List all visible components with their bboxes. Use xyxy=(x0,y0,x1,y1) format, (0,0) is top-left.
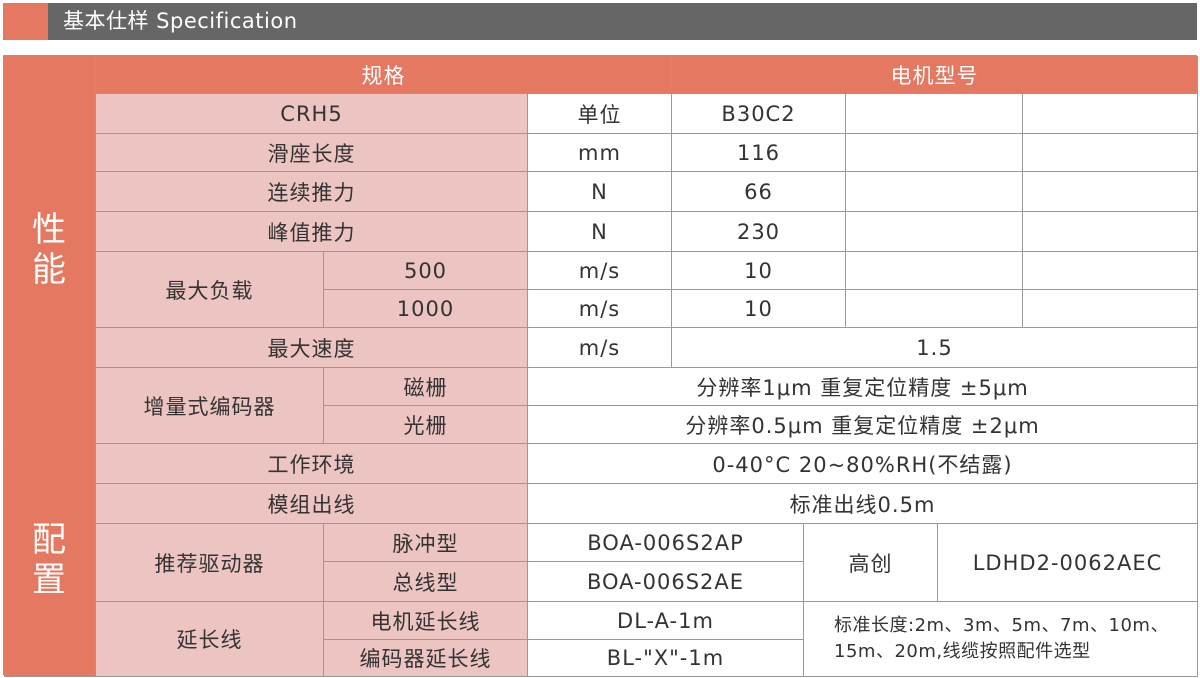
value-cell: DL-A-1m xyxy=(528,602,804,640)
value-cell: BOA-006S2AE xyxy=(528,562,804,602)
row-label: 增量式编码器 xyxy=(96,368,324,444)
unit-cell: m/s xyxy=(528,252,672,290)
header-accent xyxy=(3,3,48,40)
empty-cell xyxy=(846,212,1023,252)
value-cell: 分辨率0.5μm 重复定位精度 ±2μm xyxy=(528,406,1198,444)
sub-label: 电机延长线 xyxy=(324,602,528,640)
unit-cell: mm xyxy=(528,134,672,172)
section-title: 基本仕样 Specification xyxy=(63,9,298,33)
unit-cell: m/s xyxy=(528,328,672,368)
sub-label: 脉冲型 xyxy=(324,524,528,562)
value-cell: 1.5 xyxy=(672,328,1198,368)
sub-label: 总线型 xyxy=(324,562,528,602)
row-label: 滑座长度 xyxy=(96,134,528,172)
sub-label: 1000 xyxy=(324,290,528,328)
value-cell: BOA-006S2AP xyxy=(528,524,804,562)
unit-header: 单位 xyxy=(528,94,672,134)
row-label: 推荐驱动器 xyxy=(96,524,324,602)
value-cell: 10 xyxy=(672,252,846,290)
side-char: 性 xyxy=(32,209,67,250)
empty-cell xyxy=(846,134,1023,172)
row-label: 最大速度 xyxy=(96,328,528,368)
driver-brand: 高创 xyxy=(804,524,938,602)
empty-cell xyxy=(1023,94,1198,134)
empty-cell xyxy=(846,94,1023,134)
unit-cell: m/s xyxy=(528,290,672,328)
empty-cell xyxy=(1023,212,1198,252)
section-performance: 性能 xyxy=(4,56,96,444)
col-header-spec: 规格 xyxy=(96,56,672,94)
value-cell: 230 xyxy=(672,212,846,252)
row-label: 模组出线 xyxy=(96,484,528,524)
section-header: 基本仕样 Specification xyxy=(3,3,1197,40)
empty-cell xyxy=(1023,290,1198,328)
value-cell: 10 xyxy=(672,290,846,328)
model-label: CRH5 xyxy=(96,94,528,134)
value-cell: 66 xyxy=(672,172,846,212)
sub-label: 500 xyxy=(324,252,528,290)
unit-cell: N xyxy=(528,172,672,212)
sub-label: 磁栅 xyxy=(324,368,528,406)
value-cell: 标准出线0.5m xyxy=(528,484,1198,524)
row-label: 延长线 xyxy=(96,602,324,677)
extension-note: 标准长度:2m、3m、5m、7m、10m、15m、20m,线缆按照配件选型 xyxy=(804,602,1198,677)
row-label: 最大负载 xyxy=(96,252,324,328)
value-cell: BL-"X"-1m xyxy=(528,640,804,677)
motor-model: B30C2 xyxy=(672,94,846,134)
row-label: 连续推力 xyxy=(96,172,528,212)
side-char: 配 xyxy=(32,520,67,560)
row-label: 峰值推力 xyxy=(96,212,528,252)
unit-cell: N xyxy=(528,212,672,252)
value-cell: 116 xyxy=(672,134,846,172)
side-char: 置 xyxy=(32,560,67,600)
sub-label: 光栅 xyxy=(324,406,528,444)
value-cell: 0-40°C 20~80%RH(不结露) xyxy=(528,444,1198,484)
driver-alt-model: LDHD2-0062AEC xyxy=(938,524,1198,602)
side-char: 能 xyxy=(32,249,67,290)
row-label: 工作环境 xyxy=(96,444,528,484)
empty-cell xyxy=(1023,252,1198,290)
sub-label: 编码器延长线 xyxy=(324,640,528,677)
empty-cell xyxy=(846,252,1023,290)
empty-cell xyxy=(1023,134,1198,172)
empty-cell xyxy=(846,172,1023,212)
empty-cell xyxy=(846,290,1023,328)
col-header-motor: 电机型号 xyxy=(672,56,1198,94)
section-config: 配置 xyxy=(4,444,96,677)
empty-cell xyxy=(1023,172,1198,212)
spec-table: 性能 配置 规格 电机型号 CRH5 单位 B30C2 滑座长度 mm 116 … xyxy=(3,55,1198,677)
value-cell: 分辨率1μm 重复定位精度 ±5μm xyxy=(528,368,1198,406)
